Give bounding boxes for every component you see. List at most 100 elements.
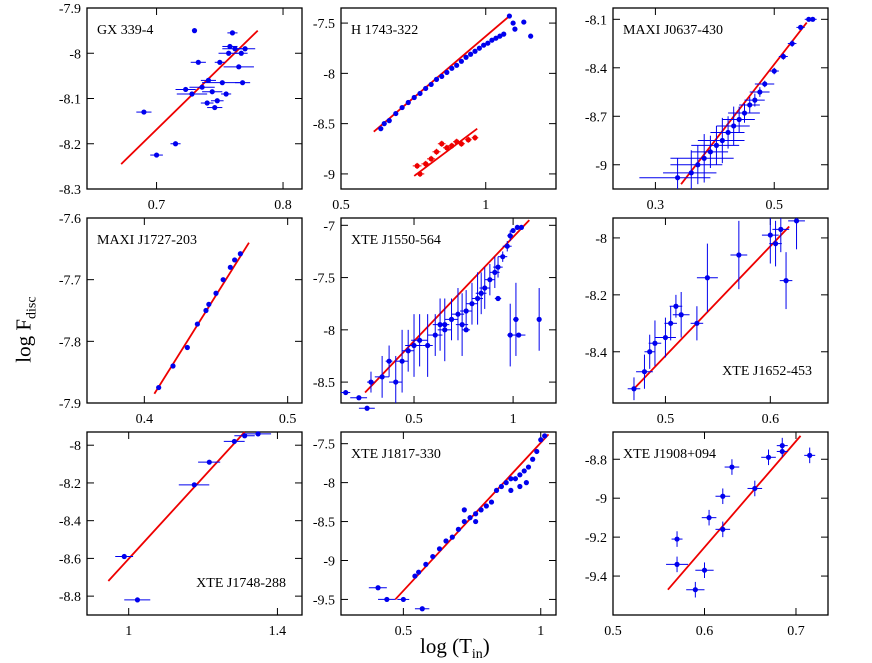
data-point xyxy=(356,395,362,401)
data-point xyxy=(227,264,233,270)
data-point xyxy=(433,149,440,155)
data-point xyxy=(229,30,236,36)
data-point xyxy=(678,312,684,318)
panel-3: -9 -8.7 -8.4 -8.1 0.3 0.5 MAXI J0637-430 xyxy=(585,7,829,213)
data-point xyxy=(467,515,473,521)
data-point xyxy=(485,40,491,46)
data-point xyxy=(433,76,440,82)
data-point xyxy=(232,257,238,263)
y-tick-label: -8.7 xyxy=(585,110,607,125)
x-tick-label: 0.8 xyxy=(274,198,292,213)
data-point xyxy=(343,389,349,396)
data-point xyxy=(458,58,465,64)
data-point xyxy=(425,342,431,349)
data-point xyxy=(156,384,162,391)
data-point xyxy=(757,89,763,95)
data-point xyxy=(423,161,429,167)
data-point xyxy=(695,162,701,168)
y-tick-label: -7.5 xyxy=(313,17,335,32)
data-point xyxy=(503,480,509,486)
data-point xyxy=(472,135,478,141)
data-point xyxy=(641,369,648,375)
data-point xyxy=(472,48,478,54)
data-point xyxy=(469,301,475,307)
data-point xyxy=(493,487,500,494)
data-point xyxy=(219,80,225,86)
data-point xyxy=(736,252,742,258)
data-point xyxy=(423,85,429,92)
panel-9: -9.4 -9.2 -9 -8.8 0.5 0.6 0.7 XTE J1908+094 xyxy=(585,431,829,639)
data-point xyxy=(223,91,229,97)
data-point xyxy=(493,35,499,41)
fit-line xyxy=(364,219,530,394)
data-point xyxy=(412,573,418,579)
data-point xyxy=(184,344,190,351)
data-point xyxy=(506,13,513,19)
panel-4: -7.9 -7.8 -7.7 -7.6 0.4 0.5 MAXI J1727-203 xyxy=(59,212,303,427)
data-point xyxy=(379,374,385,380)
data-point xyxy=(368,379,374,385)
data-point xyxy=(381,121,387,127)
data-point xyxy=(523,480,529,486)
data-point xyxy=(798,24,804,30)
data-point xyxy=(652,340,658,346)
data-point xyxy=(507,332,513,338)
data-point xyxy=(765,454,772,460)
data-point xyxy=(752,485,758,492)
data-point xyxy=(495,295,501,302)
data-point xyxy=(510,20,516,26)
data-point xyxy=(411,94,417,101)
y-tick-label: -8 xyxy=(595,232,607,247)
data-point xyxy=(212,104,218,111)
data-point xyxy=(172,141,179,147)
data-point xyxy=(508,476,514,482)
data-point xyxy=(448,316,455,322)
data-point xyxy=(513,316,519,322)
data-point xyxy=(772,241,779,247)
plot-frame xyxy=(612,217,829,404)
data-point xyxy=(495,264,501,270)
data-point xyxy=(662,334,669,341)
data-point xyxy=(205,77,212,83)
panel-2: -9 -8.5 -8 -7.5 0.5 1 H 1743-322 xyxy=(313,7,557,213)
x-tick-label: 1 xyxy=(537,624,544,639)
y-tick-label: -8 xyxy=(69,47,81,62)
data-point xyxy=(517,472,523,478)
y-tick-label: -8.6 xyxy=(59,552,81,567)
y-tick-label: -8.2 xyxy=(59,477,81,492)
fit-line xyxy=(153,242,250,395)
data-point xyxy=(729,464,735,470)
fit-line xyxy=(120,29,259,165)
data-point xyxy=(720,526,726,532)
data-point xyxy=(467,51,474,57)
x-tick-label: 0.5 xyxy=(395,624,413,639)
data-point xyxy=(399,104,405,111)
y-axis-label: log Fdisc xyxy=(11,296,40,363)
y-tick-label: -7.5 xyxy=(313,438,335,453)
data-point xyxy=(747,102,753,108)
data-point xyxy=(500,254,506,260)
data-point xyxy=(237,251,243,257)
data-point xyxy=(400,596,406,603)
data-point xyxy=(521,19,527,25)
data-point xyxy=(767,232,773,238)
data-point xyxy=(375,585,381,591)
y-tick-label: -7.5 xyxy=(313,272,335,287)
source-label: H 1743-322 xyxy=(351,23,418,38)
data-point xyxy=(474,295,481,302)
data-point xyxy=(536,316,542,322)
source-label: XTE J1652-453 xyxy=(722,364,812,379)
data-point xyxy=(213,290,219,296)
x-tick-label: 0.5 xyxy=(657,412,675,427)
x-tick-label: 0.6 xyxy=(762,412,780,427)
y-tick-label: -8 xyxy=(323,324,335,339)
y-tick-label: -8 xyxy=(69,439,81,454)
data-point xyxy=(694,320,700,326)
data-point xyxy=(423,561,429,567)
y-tick-label: -8.1 xyxy=(59,93,81,108)
x-axis-label: log (Tin) xyxy=(420,634,490,663)
data-point xyxy=(206,459,212,465)
data-point xyxy=(134,597,141,603)
panel-1: -8.3 -8.2 -8.1 -8 -7.9 0.7 0.8 GX 339-4 xyxy=(59,2,303,213)
